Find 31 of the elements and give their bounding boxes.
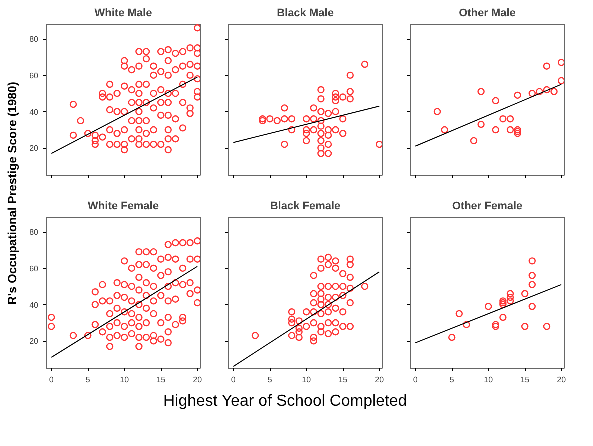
x-tick-label: 5 — [450, 376, 455, 384]
y-tick-label: 60 — [30, 264, 40, 274]
x-tick-label: 0 — [49, 376, 54, 384]
y-tick-label: 60 — [30, 71, 40, 80]
x-tick-label: 20 — [557, 376, 567, 384]
x-tick-label: 0 — [231, 376, 236, 384]
y-tick-label: 80 — [30, 35, 40, 44]
x-tick-label: 10 — [302, 376, 312, 384]
y-tick-label: 40 — [30, 300, 40, 310]
chart-title: Black Female — [270, 200, 341, 212]
x-axis-title: Highest Year of School Completed — [164, 393, 408, 410]
y-axis-title: R's Occupational Prestige Score (1980) — [6, 82, 20, 305]
x-tick-label: 20 — [193, 376, 203, 384]
chart-title: Other Female — [452, 200, 523, 212]
x-tick-label: 20 — [375, 376, 385, 384]
x-tick-label: 10 — [484, 376, 494, 384]
y-tick-label: 20 — [30, 337, 40, 346]
x-tick-label: 5 — [86, 376, 91, 384]
y-tick-label: 80 — [30, 228, 40, 238]
chart-title: Other Male — [459, 8, 516, 20]
chart-title: White Male — [94, 8, 152, 20]
y-tick-label: 20 — [30, 144, 40, 154]
chart-title: Black Male — [277, 8, 334, 20]
x-tick-label: 15 — [338, 376, 348, 384]
chart-title: White Female — [88, 200, 159, 212]
x-tick-label: 0 — [413, 376, 418, 384]
y-tick-label: 40 — [30, 108, 40, 117]
x-tick-label: 15 — [156, 376, 166, 384]
x-tick-label: 5 — [268, 376, 273, 384]
x-tick-label: 15 — [520, 376, 530, 384]
x-tick-label: 10 — [120, 376, 130, 384]
